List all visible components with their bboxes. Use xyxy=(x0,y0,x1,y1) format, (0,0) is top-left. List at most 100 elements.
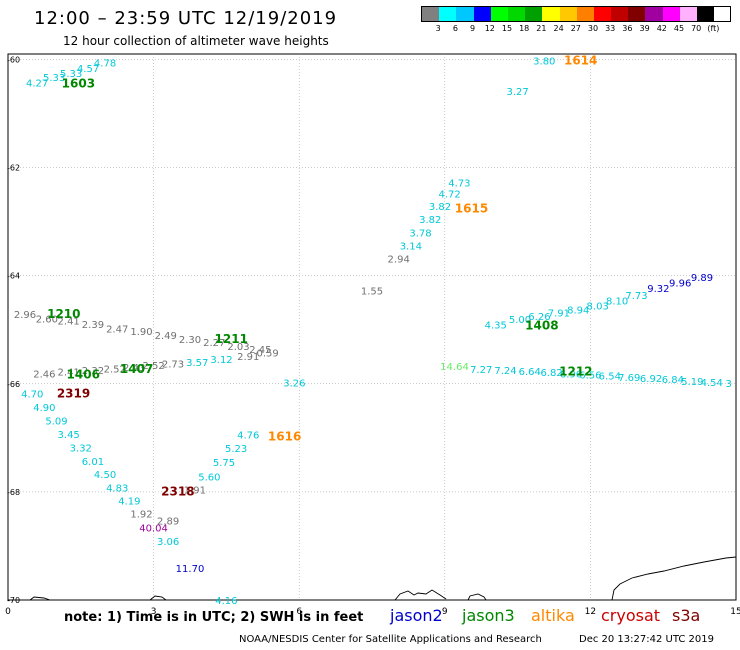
legend-item-jason2: jason2 xyxy=(390,606,443,625)
wave-height-value: 4.76 xyxy=(237,430,259,441)
wave-height-value: 2.60 xyxy=(36,315,58,326)
wave-height-value: 40.04 xyxy=(139,523,168,534)
wave-height-value: 2.52 xyxy=(142,361,164,372)
wave-height-value: 2.45 xyxy=(249,345,271,356)
color-scale-swatch xyxy=(576,7,594,21)
color-scale-label: 45 xyxy=(673,24,685,33)
wave-height-value: 4.90 xyxy=(33,403,55,414)
wave-height-value: 2.41 xyxy=(58,316,80,327)
color-scale-label: 12 xyxy=(484,24,495,33)
wave-height-value: 3.78 xyxy=(409,229,431,240)
legend-item-cryosat: cryosat xyxy=(601,606,661,625)
color-scale-swatch xyxy=(559,7,577,21)
credit-text: NOAA/NESDIS Center for Satellite Applica… xyxy=(239,634,542,645)
map-subtitle: 12 hour collection of altimeter wave hei… xyxy=(63,34,329,48)
wave-height-value: 2.96 xyxy=(14,310,36,321)
pass-time-label: 1615 xyxy=(455,201,488,215)
wave-height-value: 1.90 xyxy=(130,327,152,338)
color-scale-label: 70 xyxy=(691,24,702,33)
legend-item-s3a: s3a xyxy=(672,606,701,625)
wave-height-value: 4.78 xyxy=(94,58,116,69)
color-scale-label: 33 xyxy=(605,24,616,33)
wave-height-value: 3 xyxy=(726,379,732,390)
wave-height-value: 5.60 xyxy=(198,473,220,484)
wave-height-value: 3.80 xyxy=(533,56,555,67)
color-scale-swatch xyxy=(422,7,440,21)
wave-height-value: 4.83 xyxy=(106,483,128,494)
wave-height-value: 4.54 xyxy=(701,378,723,389)
x-tick-label: 0 xyxy=(5,607,11,617)
grid-lines xyxy=(8,54,736,600)
wave-height-value: 3.57 xyxy=(186,358,208,369)
map-title: 12:00 – 23:59 UTC 12/19/2019 xyxy=(34,8,338,29)
wave-height-value: 5.23 xyxy=(225,444,247,455)
wave-height-value: 4.73 xyxy=(448,178,470,189)
color-scale-label: (ft) xyxy=(707,24,720,33)
x-tick-label: 3 xyxy=(151,607,157,617)
color-scale-swatch xyxy=(473,7,491,21)
wave-height-value: 9.96 xyxy=(669,278,691,289)
wave-height-value: 1.55 xyxy=(361,287,383,298)
wave-height-value: 2.30 xyxy=(179,335,201,346)
color-scale-swatch xyxy=(456,7,474,21)
wave-height-value: 4.70 xyxy=(21,389,43,400)
wave-height-value: 3.82 xyxy=(429,202,451,213)
color-scale-swatch xyxy=(611,7,629,21)
color-scale-label: 9 xyxy=(470,24,476,33)
x-tick-label: 6 xyxy=(296,607,302,617)
wave-height-value: 5.75 xyxy=(213,458,235,469)
color-scale-swatch xyxy=(525,7,543,21)
wave-height-value: 8.10 xyxy=(606,296,628,307)
color-scale-boxes xyxy=(421,6,731,22)
wave-height-value: 14.64 xyxy=(440,362,469,373)
y-tick-label: -66 xyxy=(7,380,20,389)
pass-time-label: 1616 xyxy=(268,430,301,444)
color-scale-label: 36 xyxy=(622,24,633,33)
x-tick-label: 12 xyxy=(585,607,596,617)
color-scale-swatch xyxy=(645,7,663,21)
x-tick-label: 9 xyxy=(442,607,448,617)
wave-height-value: 6.56 xyxy=(579,370,601,381)
antarctic-coastline xyxy=(29,556,737,601)
pass-time-label: 1407 xyxy=(120,362,153,376)
wave-height-value: 9.89 xyxy=(691,273,713,284)
wave-height-value: 6.96 xyxy=(560,369,582,380)
y-tick-label: -70 xyxy=(7,596,20,605)
wave-height-value: 4.19 xyxy=(118,496,140,507)
wave-height-value: 8.03 xyxy=(587,302,609,313)
wave-height-value: 2.49 xyxy=(155,331,177,342)
wave-height-value: 3.12 xyxy=(210,355,232,366)
wave-height-value: 7.69 xyxy=(618,373,640,384)
wave-height-value: 11.70 xyxy=(176,564,205,575)
wave-height-value: 3.82 xyxy=(419,215,441,226)
wave-height-value: 6.92 xyxy=(640,374,662,385)
wave-height-value: 4.72 xyxy=(439,189,461,200)
color-scale-swatch xyxy=(593,7,612,21)
color-scale-label: 21 xyxy=(536,24,547,33)
wave-height-value: 2.73 xyxy=(162,360,184,371)
y-tick-label: -62 xyxy=(7,164,20,173)
color-scale-swatch xyxy=(490,7,508,21)
wave-height-value: 3.14 xyxy=(400,242,422,253)
pass-time-label: 1212 xyxy=(559,365,592,379)
wave-height-value: 3.27 xyxy=(506,87,528,98)
wave-height-value: 7.73 xyxy=(625,291,647,302)
wave-height-value: 2.43 xyxy=(123,363,145,374)
wave-height-value: 6.26 xyxy=(528,312,550,323)
wave-height-value: 2.47 xyxy=(106,324,128,335)
color-scale-swatch xyxy=(542,7,560,21)
legend-item-altika: altika xyxy=(531,606,575,625)
wave-height-value: 4.50 xyxy=(94,470,116,481)
pass-time-label: 1210 xyxy=(47,307,80,321)
wave-height-value: 8.94 xyxy=(567,305,589,316)
color-scale-swatch xyxy=(628,7,646,21)
wave-height-value: 3.06 xyxy=(157,537,179,548)
wave-height-value: 4.57 xyxy=(77,64,99,75)
wave-height-value: 3.26 xyxy=(283,378,305,389)
color-scale-label: 6 xyxy=(452,24,458,33)
color-scale-label: 39 xyxy=(639,24,650,33)
wave-height-value: 7.91 xyxy=(548,309,570,320)
wave-height-value: 5.09 xyxy=(45,416,67,427)
wave-height-value: 2.41 xyxy=(58,368,80,379)
